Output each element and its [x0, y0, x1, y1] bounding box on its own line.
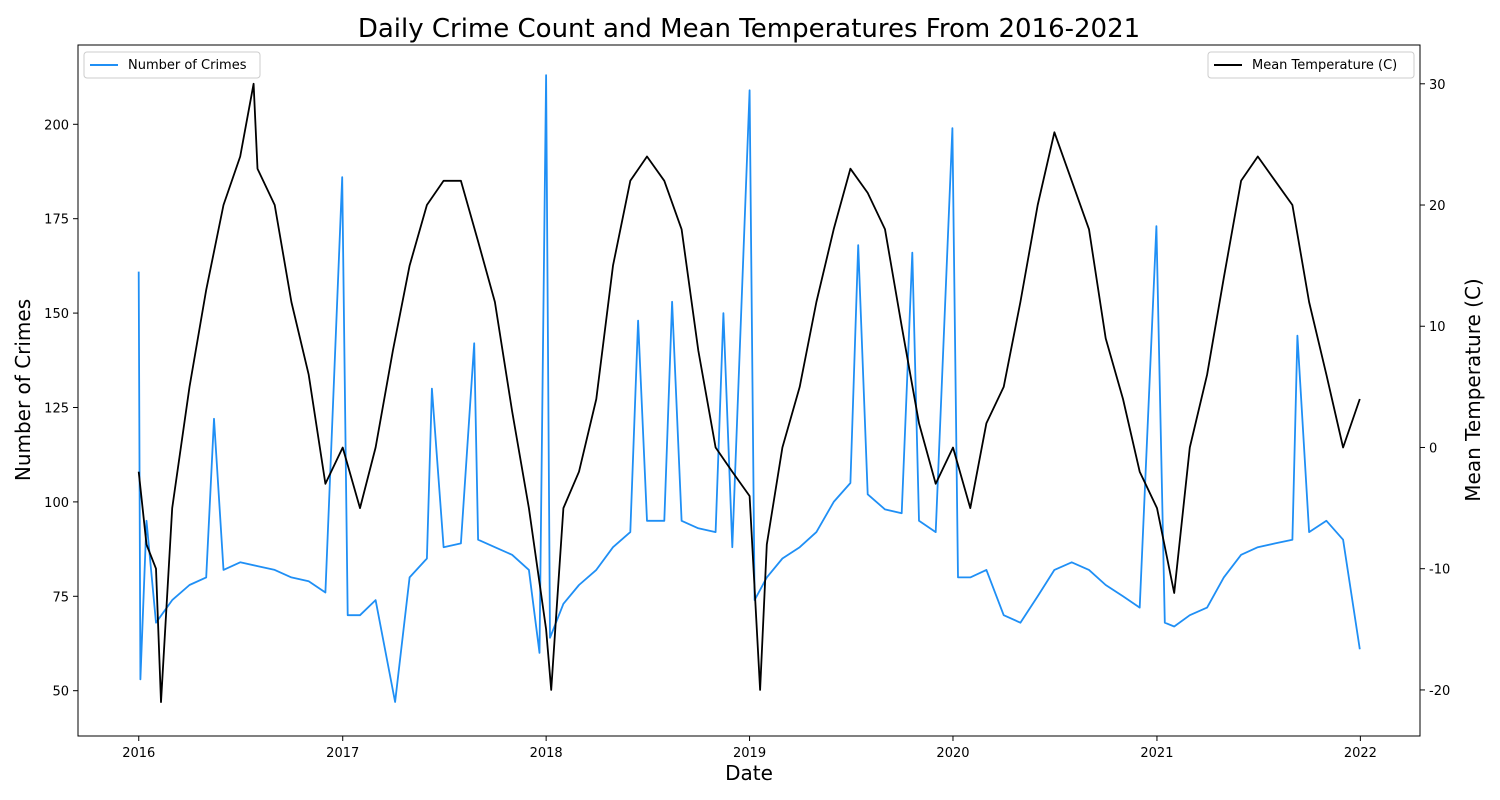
y-tick-label-left: 150 [44, 307, 69, 322]
y-axis-label-right: Mean Temperature (C) [1461, 278, 1485, 501]
y-tick-label-right: -20 [1429, 684, 1450, 699]
x-axis: 2016 2017 2018 2019 2020 2021 2022 [122, 736, 1377, 761]
x-tick-label: 2016 [122, 746, 155, 761]
y-tick-label-left: 50 [52, 685, 69, 700]
legend-left-label: Number of Crimes [128, 58, 247, 73]
x-tick-label: 2020 [936, 746, 969, 761]
x-tick-label: 2022 [1344, 746, 1377, 761]
legend-right: Mean Temperature (C) [1207, 51, 1415, 79]
y-axis-left: 50 75 100 125 150 175 200 [44, 118, 78, 700]
y-tick-label-right: 20 [1429, 199, 1446, 214]
x-tick-label: 2021 [1140, 746, 1173, 761]
x-axis-label: Date [725, 761, 773, 785]
y-axis-label-left: Number of Crimes [11, 299, 35, 481]
y-tick-label-right: 10 [1429, 320, 1446, 335]
x-tick-label: 2017 [326, 746, 359, 761]
plot-area [137, 74, 1361, 703]
temperature-line [137, 82, 1361, 703]
y-tick-label-right: 0 [1429, 441, 1437, 456]
axes-frame [77, 44, 1421, 737]
y-tick-label-left: 200 [44, 118, 69, 133]
y-tick-label-right: -10 [1429, 563, 1450, 578]
y-tick-label-right: 30 [1429, 78, 1446, 93]
y-tick-label-left: 75 [52, 590, 69, 605]
x-tick-label: 2018 [530, 746, 563, 761]
crimes-line [137, 74, 1361, 703]
y-tick-label-left: 175 [44, 213, 69, 228]
y-axis-right: -20 -10 0 10 20 30 [1420, 78, 1450, 699]
x-tick-label: 2019 [733, 746, 766, 761]
legend-left-box [83, 51, 261, 79]
legend-right-box [1207, 51, 1415, 79]
y-tick-label-left: 125 [44, 401, 69, 416]
legend-left: Number of Crimes [83, 51, 261, 79]
chart-title: Daily Crime Count and Mean Temperatures … [358, 14, 1140, 44]
legend-right-label: Mean Temperature (C) [1252, 58, 1397, 73]
y-tick-label-left: 100 [44, 496, 69, 511]
